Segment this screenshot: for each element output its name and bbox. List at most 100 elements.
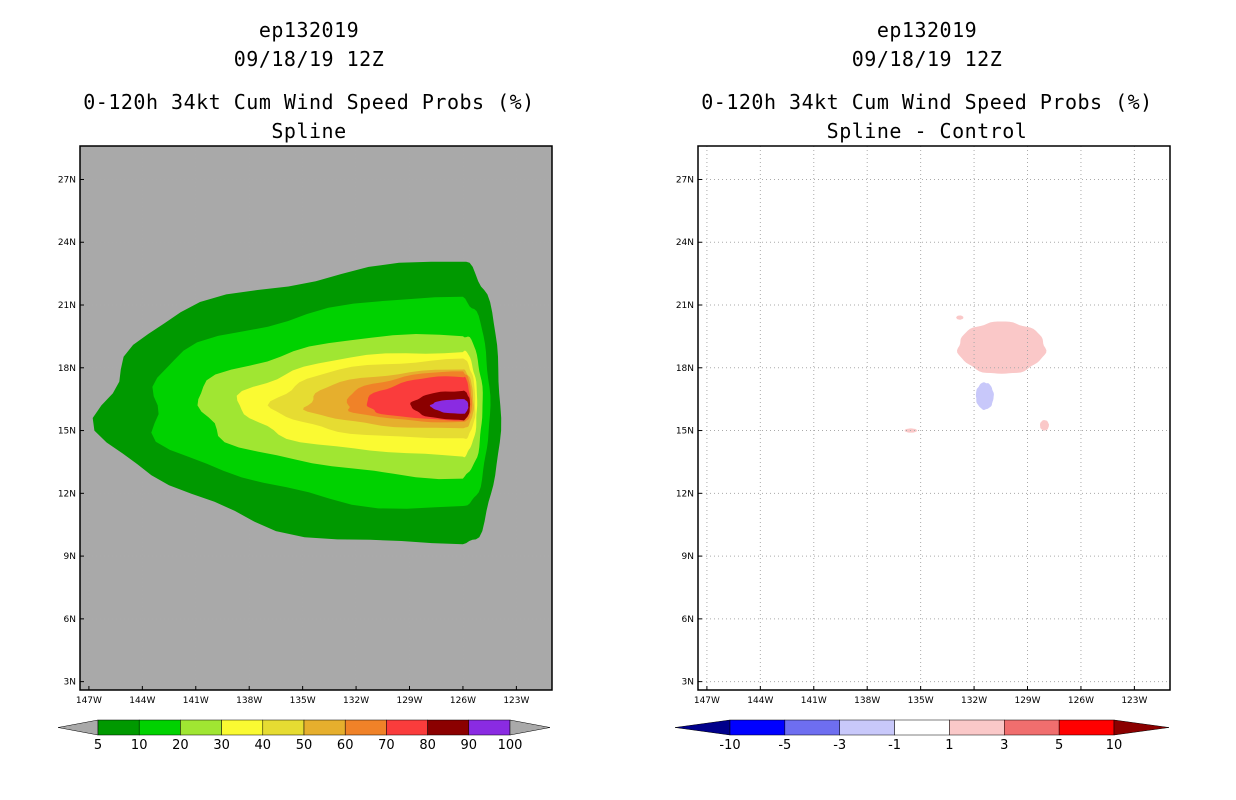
y-tick-label: 6N xyxy=(64,615,76,625)
left-colorbar: 5 10 20 30 40 50 60 70 80 90 100 xyxy=(57,719,551,753)
colorbar-under-triangle xyxy=(57,719,99,736)
colorbar-label: 5 xyxy=(94,738,102,753)
x-tick-label: 123W xyxy=(1121,696,1147,706)
right-colorbar: -10 -5 -3 -1 1 3 5 10 xyxy=(674,719,1170,753)
x-tick-label: 144W xyxy=(129,696,155,706)
x-tick-label: 147W xyxy=(694,696,720,706)
colorbar-label: 50 xyxy=(296,738,313,753)
left-probability-contours xyxy=(92,261,502,545)
right-title-product: 0-120h 34kt Cum Wind Speed Probs (%) xyxy=(701,90,1153,114)
colorbar-label: 10 xyxy=(131,738,148,753)
colorbar-swatch xyxy=(949,719,1005,736)
colorbar-swatch xyxy=(1058,719,1115,736)
colorbar-label: -10 xyxy=(719,738,740,753)
colorbar-swatch xyxy=(1004,719,1060,736)
left-title-datetime: 09/18/19 12Z xyxy=(233,47,385,71)
contour-80-percent xyxy=(410,390,471,421)
right-map-frame xyxy=(697,145,1171,691)
y-tick-label: 12N xyxy=(58,489,76,499)
colorbar-under-triangle xyxy=(674,719,731,736)
x-tick-label: 147W xyxy=(76,696,102,706)
contour-30-percent xyxy=(236,350,478,458)
x-tick-label: 144W xyxy=(747,696,773,706)
left-y-axis-ticks: 3N 6N 9N 12N 15N 18N 21N 24N 27N xyxy=(58,175,84,688)
colorbar-swatch xyxy=(344,719,387,736)
colorbar-label: 80 xyxy=(419,738,436,753)
contour-50-percent xyxy=(303,369,474,429)
left-title-product: 0-120h 34kt Cum Wind Speed Probs (%) xyxy=(83,90,535,114)
y-tick-label: 3N xyxy=(64,678,76,688)
y-tick-label: 24N xyxy=(676,238,694,248)
y-tick-label: 9N xyxy=(682,552,694,562)
colorbar-swatch xyxy=(729,719,786,736)
colorbar-label: 3 xyxy=(1000,738,1008,753)
colorbar-swatch xyxy=(138,719,181,736)
colorbar-swatch xyxy=(221,719,264,736)
x-tick-label: 132W xyxy=(343,696,369,706)
difference-region xyxy=(975,382,994,410)
colorbar-swatch xyxy=(97,719,140,736)
y-tick-label: 9N xyxy=(64,552,76,562)
colorbar-swatch xyxy=(180,719,222,736)
left-title-storm-id: ep132019 xyxy=(258,18,360,42)
colorbar-label: -3 xyxy=(833,738,846,753)
left-x-axis-ticks: 147W 144W 141W 138W 135W 132W 129W 126W 123W xyxy=(76,686,530,706)
difference-region xyxy=(1040,420,1049,431)
left-map-frame xyxy=(79,145,553,691)
right-grid-lines xyxy=(698,146,1170,690)
contour-40-percent xyxy=(267,358,476,439)
colorbar-swatch xyxy=(468,719,511,736)
colorbar-swatch xyxy=(894,719,950,736)
y-tick-label: 18N xyxy=(58,364,76,374)
colorbar-swatch xyxy=(262,719,305,736)
right-y-axis-ticks: 3N 6N 9N 12N 15N 18N 21N 24N 27N xyxy=(676,175,702,688)
contour-20-percent xyxy=(197,334,483,480)
y-tick-label: 12N xyxy=(676,489,694,499)
colorbar-label: 5 xyxy=(1055,738,1063,753)
contour-70-percent xyxy=(366,376,471,421)
colorbar-swatch xyxy=(386,719,428,736)
y-tick-label: 15N xyxy=(676,427,694,437)
y-tick-label: 27N xyxy=(58,175,76,185)
right-x-axis-ticks: 147W 144W 141W 138W 135W 132W 129W 126W 123W xyxy=(694,686,1148,706)
colorbar-over-triangle xyxy=(509,719,551,736)
colorbar-over-triangle xyxy=(1113,719,1170,736)
colorbar-swatch xyxy=(839,719,895,736)
difference-region xyxy=(957,321,1047,374)
difference-region xyxy=(956,315,964,320)
colorbar-label: 60 xyxy=(337,738,354,753)
left-grid-lines xyxy=(80,146,552,690)
x-tick-label: 123W xyxy=(503,696,529,706)
right-title-storm-id: ep132019 xyxy=(876,18,978,42)
difference-region xyxy=(904,428,918,433)
left-title-method: Spline xyxy=(271,119,347,143)
right-difference-regions xyxy=(904,315,1049,433)
y-tick-label: 21N xyxy=(58,301,76,311)
x-tick-label: 138W xyxy=(854,696,880,706)
x-tick-label: 132W xyxy=(961,696,987,706)
colorbar-swatch xyxy=(427,719,470,736)
contour-60-percent xyxy=(346,371,473,423)
contour-10-percent xyxy=(151,296,491,509)
left-map-background xyxy=(80,146,552,690)
y-tick-label: 24N xyxy=(58,238,76,248)
right-map-background xyxy=(698,146,1170,690)
y-tick-label: 18N xyxy=(676,364,694,374)
colorbar-label: 30 xyxy=(213,738,230,753)
x-tick-label: 129W xyxy=(1014,696,1040,706)
right-title-datetime: 09/18/19 12Z xyxy=(851,47,1003,71)
colorbar-label: -5 xyxy=(778,738,791,753)
contour-5-percent xyxy=(92,261,502,545)
colorbar-swatch xyxy=(784,719,840,736)
y-tick-label: 6N xyxy=(682,615,694,625)
x-tick-label: 138W xyxy=(236,696,262,706)
x-tick-label: 126W xyxy=(450,696,476,706)
y-tick-label: 21N xyxy=(676,301,694,311)
colorbar-label: 40 xyxy=(255,738,272,753)
x-tick-label: 135W xyxy=(290,696,316,706)
colorbar-label: 1 xyxy=(945,738,953,753)
colorbar-swatch xyxy=(303,719,346,736)
colorbar-label: 90 xyxy=(461,738,478,753)
colorbar-label: -1 xyxy=(888,738,901,753)
y-tick-label: 3N xyxy=(682,678,694,688)
